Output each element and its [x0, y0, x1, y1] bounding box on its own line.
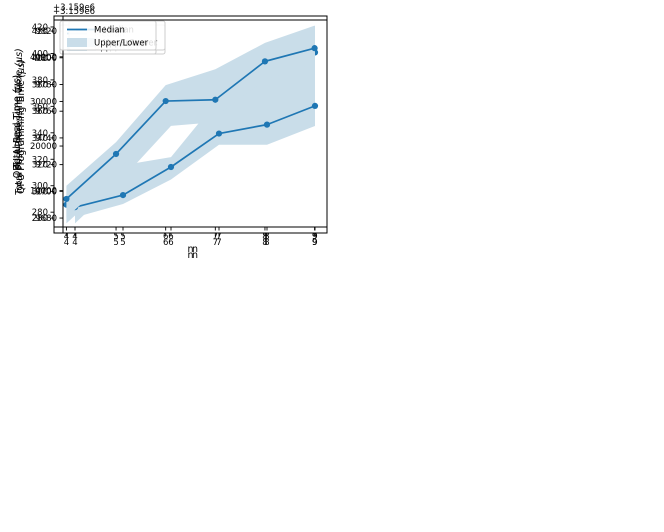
y-tick-label: 30000 [30, 97, 57, 107]
y-tick-label: 400 [32, 54, 48, 64]
y-tick-label: 280 [32, 214, 48, 224]
y-axis-label: Total Real Time (μs) [12, 75, 23, 169]
x-tick-label: 4 [72, 232, 77, 242]
x-tick-label: 6 [163, 232, 168, 242]
x-tick-label: 6 [168, 238, 173, 248]
y-tick-label: 9720 [35, 161, 57, 171]
data-point-marker [215, 130, 223, 137]
y-tick-label: 360 [32, 107, 48, 117]
x-tick-label: 8 [262, 238, 267, 248]
x-axis-label: n [192, 250, 198, 261]
subplot-total-real-time: 4 5 6 7 8 9 280 300 320 340 360 380 400 420 n Total Rea… [0, 0, 332, 266]
y-tick-label: 380 [32, 76, 48, 86]
y-tick-label: 9780 [35, 81, 57, 91]
data-point-marker [261, 58, 269, 65]
axis-offset-text: +3.159e6 [53, 7, 95, 17]
median-line [74, 105, 316, 208]
y-tick-label: 9680 [35, 214, 57, 224]
y-tick-label: 360 [32, 102, 48, 112]
x-axis-label: n [187, 250, 193, 261]
x-tick-label: 5 [120, 238, 125, 248]
x-tick-label: 7 [216, 232, 221, 242]
legend-band-patch-sample [67, 38, 87, 47]
chart-total-real-time: 4 5 6 7 8 9 280 300 320 340 360 380 400 420 n Total Rea… [12, 3, 328, 255]
y-tick-label: 10000 [30, 187, 57, 197]
data-point-marker [263, 121, 271, 128]
y-tick-label: 420 [32, 23, 48, 33]
y-tick-label: 320 [32, 161, 48, 171]
x-axis-label: n [187, 244, 193, 255]
y-tick-label: 300 [32, 187, 48, 197]
x-tick-label: 7 [213, 232, 218, 242]
y-tick-label: 340 [32, 129, 48, 139]
y-axis-label: QPU Access Time (μs) [12, 75, 23, 178]
x-tick-label: 5 [120, 232, 125, 242]
x-tick-label: 6 [163, 238, 168, 248]
x-tick-label: 9 [312, 238, 317, 248]
data-point-marker [112, 150, 120, 158]
data-point-marker [311, 102, 319, 109]
x-tick-label: 4 [72, 238, 77, 248]
y-tick-label: 340 [32, 134, 48, 144]
y-tick-label: 20000 [30, 142, 57, 152]
y-tick-label: 9740 [35, 134, 57, 144]
y-axis-label: QPU Programming Time (μs) [16, 59, 27, 194]
data-point-marker [63, 195, 70, 203]
x-tick-label: 9 [312, 232, 317, 242]
y-tick-label: 40000 [30, 53, 57, 63]
y-tick-label: 320 [32, 155, 48, 165]
x-tick-label: 5 [113, 232, 118, 242]
x-tick-label: 9 [312, 232, 317, 242]
axis-offset-text: +3.159e6 [53, 3, 95, 13]
y-tick-label: 9800 [35, 54, 57, 64]
data-point-marker [119, 192, 127, 199]
x-tick-label: 7 [216, 238, 221, 248]
y-axis-label: Total Post Processing Time (μs) [14, 48, 25, 196]
x-tick-label: 6 [168, 232, 173, 242]
x-tick-label: 5 [113, 238, 118, 248]
data-point-marker [212, 96, 219, 103]
y-tick-label: 9700 [35, 187, 57, 197]
y-tick-label: 420 [32, 27, 48, 37]
x-tick-label: 8 [262, 232, 267, 242]
band-area [66, 25, 315, 218]
data-point-marker [162, 97, 169, 105]
x-tick-label: 9 [312, 238, 317, 248]
y-tick-label: 380 [32, 81, 48, 91]
y-tick-label: 300 [32, 182, 48, 192]
legend-median-label: Median [94, 26, 125, 36]
y-tick-label: 400 [32, 49, 48, 59]
x-tick-label: 8 [264, 232, 269, 242]
data-point-marker [167, 163, 175, 171]
y-tick-label: 9760 [35, 107, 57, 117]
x-tick-label: 8 [264, 238, 269, 248]
legend-band-label: Upper/Lower [94, 39, 149, 49]
median-line [65, 47, 315, 200]
y-tick-label: 280 [32, 208, 48, 218]
y-tick-label: 9820 [35, 27, 57, 37]
x-tick-label: 4 [64, 238, 69, 248]
data-point-marker [311, 45, 318, 52]
axes-spines [53, 15, 328, 228]
x-axis-label: n [192, 244, 198, 255]
x-tick-label: 4 [64, 232, 69, 242]
x-tick-label: 7 [213, 238, 218, 248]
band-area [75, 25, 315, 218]
